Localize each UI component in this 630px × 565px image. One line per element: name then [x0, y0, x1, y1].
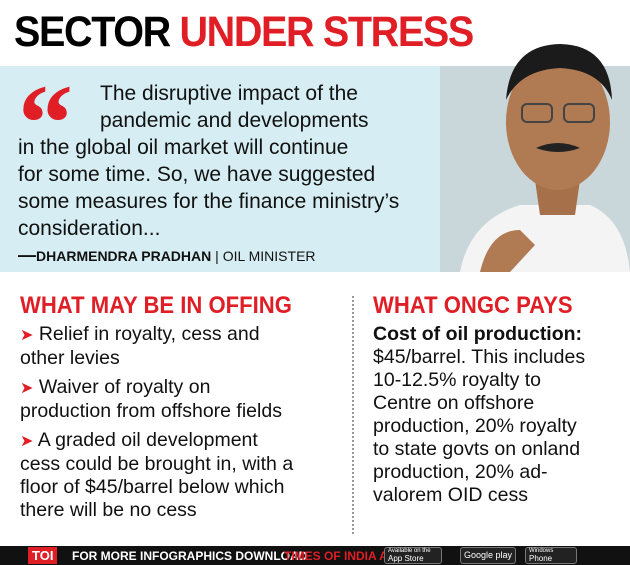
store-badge: Available on the App Store [384, 547, 442, 564]
bullet-text: floor of $45/barrel below which [20, 476, 285, 498]
body-line: to state govts on onland [373, 438, 581, 460]
speaker: DHARMENDRA PRADHAN [36, 248, 212, 264]
bullet-line: cess could be brought in, with a [20, 453, 293, 476]
bullet-text: there will be no cess [20, 499, 197, 521]
bullet-text: other levies [20, 347, 120, 369]
bullet-line: ➤ A graded oil development [20, 429, 293, 453]
bullet-item: ➤ Relief in royalty, cess and other levie… [20, 323, 293, 370]
portrait [440, 44, 630, 272]
bullet-arrow: ➤ [20, 433, 34, 450]
right-subheading: Cost of oil production: [373, 323, 583, 345]
quote-line: in the global oil market will continue [18, 136, 349, 159]
bullet-list: ➤ Relief in royalty, cess and other levie… [20, 323, 293, 528]
bullet-line: other levies [20, 347, 293, 370]
role: OIL MINISTER [222, 248, 316, 264]
bullet-line: ➤ Waiver of royalty on [20, 376, 293, 400]
body-line: $45/barrel. This includes [373, 346, 586, 368]
quote-line: pandemic and developments [100, 109, 369, 132]
bullet-item: ➤ Waiver of royalty on production from of… [20, 376, 293, 423]
divider [352, 296, 354, 534]
title-red: UNDER STRESS [179, 8, 474, 56]
badge-big: App Store [388, 554, 424, 563]
bullet-text: production from offshore fields [20, 400, 282, 422]
bullet-arrow: ➤ [20, 327, 34, 344]
badge-small: Available on the [388, 548, 431, 554]
quote-line: some measures for the finance ministry’s [18, 190, 400, 213]
store-badge: Windows Phone [525, 547, 577, 564]
body-line: valorem OID cess [373, 484, 528, 506]
quote-line: The disruptive impact of the [100, 82, 358, 105]
bullet-line: there will be no cess [20, 499, 293, 522]
bullet-text: cess could be brought in, with a [20, 453, 294, 475]
body-line: production, 20% ad- [373, 461, 548, 483]
badge-small: Windows [529, 548, 554, 554]
quote-line: consideration... [18, 217, 161, 240]
bullet-line: production from offshore fields [20, 400, 293, 423]
quote-line: for some time. So, we have suggested [18, 163, 376, 186]
bullet-line: ➤ Relief in royalty, cess and [20, 323, 293, 347]
quote-text: The disruptive impact of the pandemic and… [18, 80, 399, 242]
attribution: —DHARMENDRA PRADHAN | OIL MINISTER [18, 245, 316, 266]
bullet-arrow: ➤ [20, 380, 34, 397]
bullet-item: ➤ A graded oil development cess could be … [20, 429, 293, 522]
title: SECTOR UNDER STRESS [14, 8, 474, 57]
body-line: production, 20% royalty [373, 415, 577, 437]
right-heading: WHAT ONGC PAYS [373, 292, 573, 319]
footer-text: FOR MORE INFOGRAPHICS DOWNLOAD [72, 549, 308, 563]
dash: — [18, 245, 36, 265]
badge-big: Google play [464, 550, 513, 560]
bullet-text: A graded oil development [37, 429, 258, 451]
store-badge: Google play [460, 547, 516, 564]
logo: TOI [28, 547, 58, 564]
body-line: 10-12.5% royalty to [373, 369, 542, 391]
footer-app: TIMES OF INDIA APP [284, 549, 404, 563]
left-heading: WHAT MAY BE IN OFFING [20, 292, 292, 319]
right-text: $45/barrel. This includes 10-12.5% royalt… [373, 346, 585, 507]
bullet-line: floor of $45/barrel below which [20, 476, 293, 499]
bullet-text: Waiver of royalty on [38, 376, 211, 398]
body-line: Centre on offshore [373, 392, 535, 414]
title-black: SECTOR [14, 8, 171, 56]
bullet-text: Relief in royalty, cess and [38, 323, 260, 345]
separator: | [215, 248, 219, 264]
quote-mark: “ [18, 62, 73, 184]
badge-big: Phone [529, 554, 553, 563]
